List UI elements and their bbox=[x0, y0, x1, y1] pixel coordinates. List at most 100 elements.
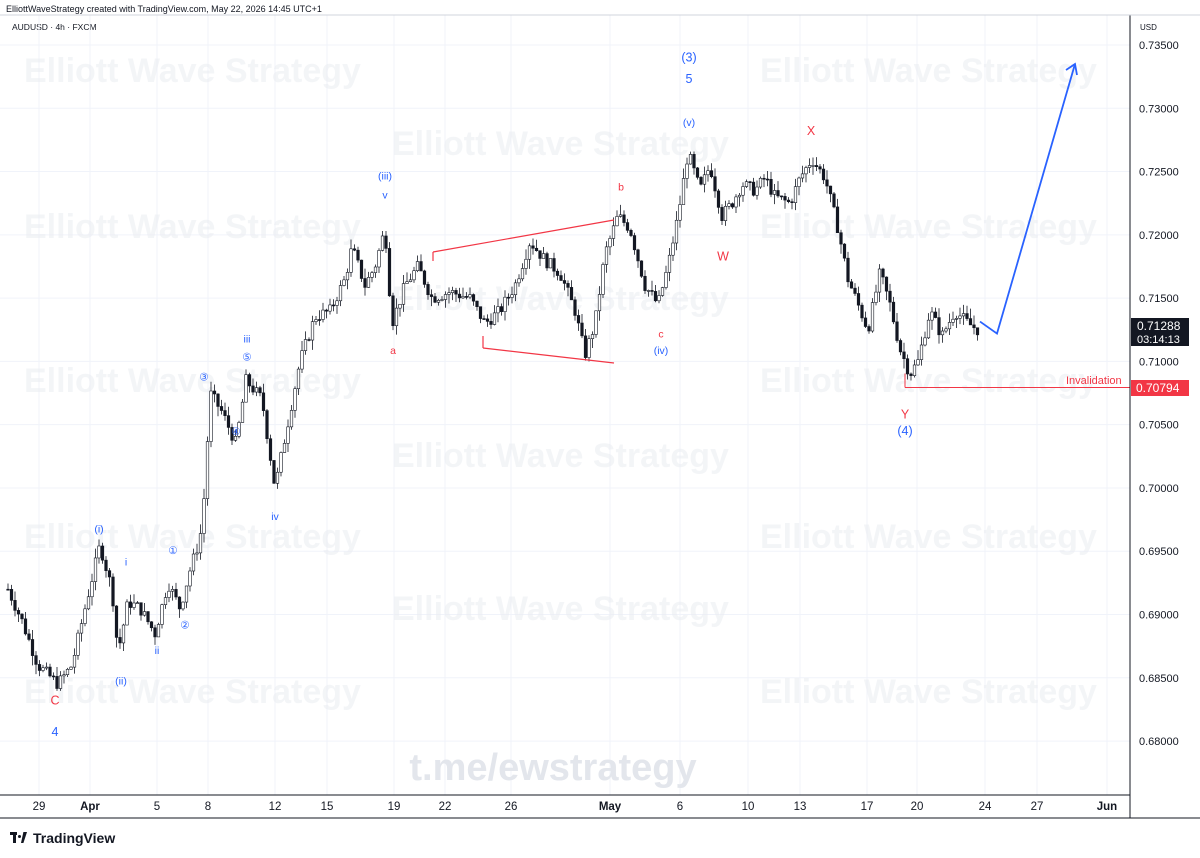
watermark-text: Elliott Wave Strategy bbox=[392, 437, 729, 475]
candle-down bbox=[422, 270, 427, 285]
candle-down bbox=[111, 576, 115, 607]
wave-label: (i) bbox=[94, 523, 103, 535]
candle-up bbox=[811, 165, 815, 167]
x-tick-label: 10 bbox=[742, 801, 755, 813]
y-tick-label: 0.71000 bbox=[1139, 356, 1179, 368]
candle-down bbox=[905, 358, 910, 375]
candle-down bbox=[576, 315, 581, 324]
candle-down bbox=[128, 601, 133, 608]
candle-up bbox=[408, 279, 413, 282]
candle-down bbox=[898, 340, 903, 353]
candle-up bbox=[443, 294, 448, 300]
candle-up bbox=[912, 364, 917, 376]
candle-up bbox=[160, 604, 164, 625]
candle-down bbox=[828, 185, 833, 195]
candle-down bbox=[506, 296, 511, 299]
candle-down bbox=[464, 296, 469, 298]
candle-down bbox=[842, 243, 847, 259]
candle-down bbox=[331, 304, 336, 307]
candle-up bbox=[191, 553, 196, 572]
candle-down bbox=[37, 664, 42, 671]
candle-down bbox=[632, 235, 637, 251]
candle-up bbox=[394, 307, 399, 327]
candle-down bbox=[100, 545, 105, 561]
candle-up bbox=[958, 315, 962, 319]
candle-up bbox=[923, 337, 927, 346]
candle-up bbox=[279, 452, 283, 473]
candle-up bbox=[727, 203, 731, 207]
wave-label: (3) bbox=[681, 51, 696, 65]
candle-up bbox=[944, 328, 948, 332]
candle-up bbox=[678, 204, 682, 221]
candle-down bbox=[653, 291, 658, 302]
watermark-text: Elliott Wave Strategy bbox=[24, 362, 361, 400]
candle-down bbox=[692, 154, 696, 169]
candle-up bbox=[282, 443, 287, 453]
candle-down bbox=[363, 278, 367, 288]
candle-up bbox=[296, 368, 301, 389]
candle-down bbox=[247, 374, 252, 387]
candle-down bbox=[23, 618, 28, 635]
candle-down bbox=[177, 596, 182, 610]
candle-down bbox=[149, 621, 154, 629]
candle-down bbox=[174, 589, 178, 598]
candle-up bbox=[79, 623, 84, 634]
candle-up bbox=[468, 294, 472, 298]
y-tick-label: 0.71500 bbox=[1139, 293, 1179, 305]
candle-up bbox=[926, 319, 931, 339]
candle-up bbox=[370, 272, 374, 278]
candle-down bbox=[762, 177, 766, 180]
candle-up bbox=[41, 667, 45, 671]
footer-brand-text: TradingView bbox=[33, 830, 116, 846]
watermark-text: Elliott Wave Strategy bbox=[24, 673, 361, 711]
wave-label: ④ bbox=[231, 426, 241, 438]
candle-down bbox=[699, 177, 703, 185]
candle-up bbox=[135, 602, 140, 604]
candle-down bbox=[545, 253, 549, 269]
y-tick-label: 0.68500 bbox=[1139, 673, 1179, 685]
candle-down bbox=[272, 460, 276, 484]
candle-down bbox=[748, 181, 752, 183]
candle-down bbox=[471, 294, 476, 302]
candle-up bbox=[793, 186, 798, 203]
symbol-info: AUDUSD · 4h · FXCM bbox=[12, 22, 97, 32]
candle-up bbox=[594, 310, 598, 335]
candle-down bbox=[751, 181, 756, 196]
candle-up bbox=[335, 300, 339, 306]
candle-down bbox=[475, 300, 479, 307]
candle-down bbox=[552, 258, 556, 272]
candle-up bbox=[72, 655, 77, 668]
candle-up bbox=[947, 322, 952, 330]
x-tick-label: 8 bbox=[205, 801, 211, 813]
candle-up bbox=[615, 216, 619, 227]
wave-label: ⑤ bbox=[242, 351, 252, 363]
candle-up bbox=[237, 422, 241, 437]
x-tick-label: May bbox=[599, 801, 622, 813]
candle-down bbox=[975, 327, 980, 336]
footer-brand: TradingView bbox=[10, 830, 115, 846]
candle-up bbox=[800, 173, 805, 179]
candle-up bbox=[310, 321, 315, 341]
candle-down bbox=[482, 318, 486, 320]
candle-down bbox=[114, 605, 119, 638]
candle-down bbox=[384, 235, 388, 249]
candle-down bbox=[433, 296, 437, 303]
candle-down bbox=[846, 257, 850, 283]
candle-up bbox=[97, 545, 101, 559]
candle-up bbox=[349, 248, 353, 273]
y-tick-label: 0.70500 bbox=[1139, 420, 1179, 432]
candle-up bbox=[163, 597, 168, 605]
candle-down bbox=[230, 427, 234, 441]
candle-up bbox=[436, 300, 441, 303]
wave-labels: C 4 (i) i (ii) ii ① ② ③ ④ iii ⑤ iv (iii) v a b c (iv) (3) 5 (… bbox=[50, 51, 912, 740]
created-with-text: ElliottWaveStrategy created with Trading… bbox=[6, 4, 322, 14]
candle-down bbox=[968, 318, 973, 326]
candle-up bbox=[706, 170, 710, 176]
candle-down bbox=[909, 373, 913, 376]
candle-down bbox=[933, 311, 938, 318]
invalidation-price-value: 0.70794 bbox=[1136, 381, 1180, 395]
candle-up bbox=[93, 557, 98, 582]
candle-down bbox=[268, 438, 273, 461]
candle-down bbox=[709, 170, 714, 177]
